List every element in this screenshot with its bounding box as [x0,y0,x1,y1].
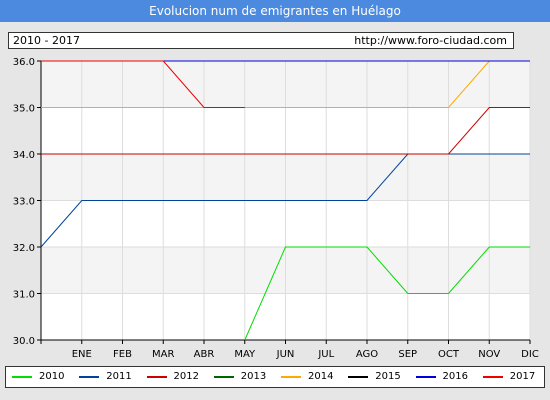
legend-swatch [12,376,32,378]
legend: 2010 2011 2012 2013 2014 2015 2016 2017 [5,366,545,388]
y-tick-label: 30.0 [13,336,35,347]
y-tick-label: 34.0 [13,150,35,161]
legend-label: 2014 [308,371,334,382]
y-tick-label: 35.0 [13,104,35,115]
chart-title: Evolucion num de emigrantes en Huélago [0,0,550,22]
x-tick-label: JUL [317,349,334,360]
source-url: http://www.foro-ciudad.com [354,34,507,47]
x-tick-label: FEB [113,349,132,360]
x-tick-label: MAR [152,349,174,360]
x-tick-label: JUN [276,349,295,360]
legend-label: 2017 [509,371,536,382]
series-line-2014 [41,60,530,108]
x-tick-label: OCT [438,349,460,360]
legend-swatch [79,376,100,378]
y-tick-label: 31.0 [13,290,35,301]
series-line-2017 [41,60,245,108]
x-tick-label: NOV [478,349,500,360]
x-tick-label: ABR [194,349,215,360]
x-tick-label: DIC [521,349,539,360]
x-tick-label: SEP [398,349,417,360]
legend-swatch [415,376,436,378]
legend-swatch [482,376,503,378]
info-bar: 2010 - 2017 http://www.foro-ciudad.com [8,32,514,49]
legend-swatch [281,376,301,378]
legend-swatch [348,376,369,378]
y-tick-label: 32.0 [13,243,35,254]
x-tick-label: ENE [72,349,92,360]
legend-label: 2015 [375,371,401,382]
x-tick-label: MAY [234,349,256,360]
legend-label: 2011 [106,371,132,382]
y-tick-label: 33.0 [13,197,35,208]
legend-swatch [213,376,234,378]
legend-swatch [146,376,167,378]
legend-label: 2010 [39,371,65,382]
legend-label: 2013 [240,371,267,382]
year-range: 2010 - 2017 [13,34,80,47]
legend-label: 2012 [173,371,199,382]
legend-label: 2016 [442,371,468,382]
series-line-2010 [244,246,530,341]
x-tick-label: AGO [356,349,378,360]
y-tick-label: 36.0 [13,57,35,68]
series-line-2012 [41,107,530,155]
